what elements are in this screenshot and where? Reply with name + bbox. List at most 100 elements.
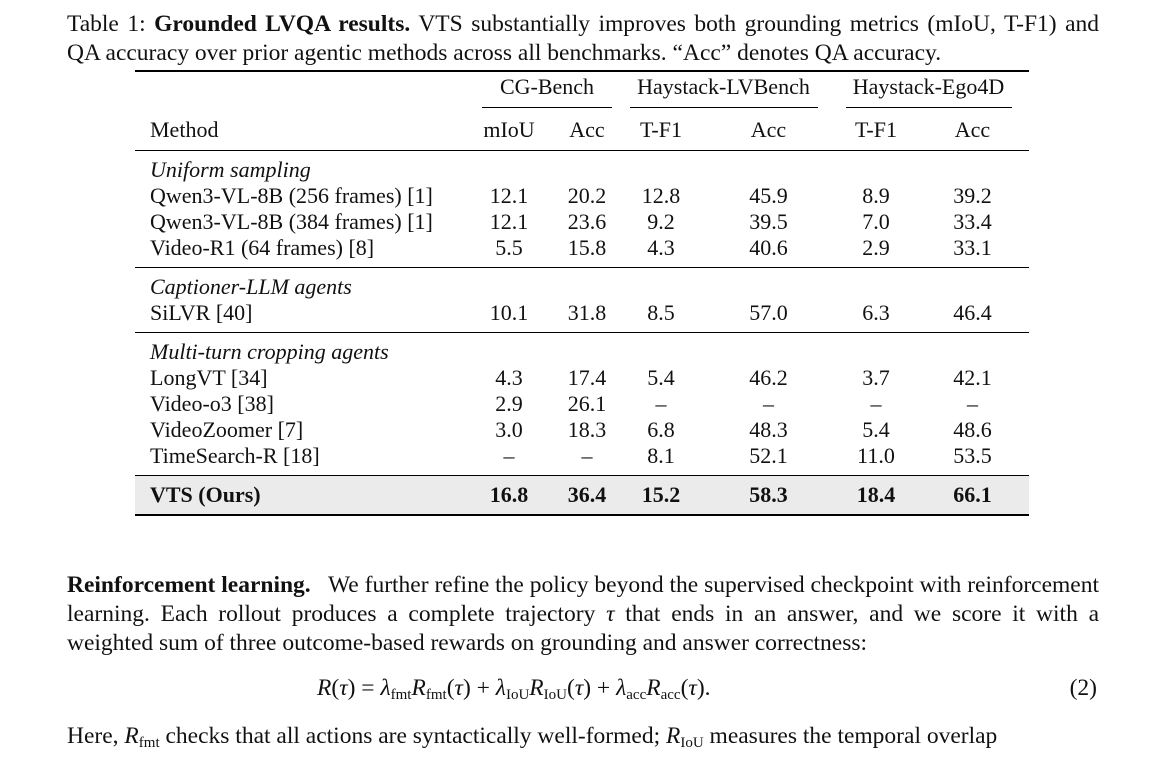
row-value: 45.9 xyxy=(749,183,788,208)
table-row: SiLVR [40] 10.1 31.8 8.5 57.0 6.3 46.4 xyxy=(135,300,1029,326)
table-row: Video-R1 (64 frames) [8] 5.5 15.8 4.3 40.6 2.… xyxy=(135,235,1029,261)
header-miou: mIoU xyxy=(465,110,553,151)
row-value: 5.5 xyxy=(495,235,523,260)
row-value: 8.9 xyxy=(862,183,890,208)
ours-value: 36.4 xyxy=(553,475,621,516)
equation-2: R(τ) = λfmtRfmt(τ) + λIoURIoU(τ) + λaccR… xyxy=(67,675,1099,705)
paragraph-text-2: that ends in an answer, and we score it … xyxy=(67,601,1099,656)
row-value: – xyxy=(581,443,593,468)
table-caption: Table 1: Grounded LVQA results. VTS subs… xyxy=(67,10,1099,68)
row-method: TimeSearch-R [18] xyxy=(150,443,320,468)
group-haystack-lvbench: Haystack-LVBench xyxy=(629,75,818,108)
group-cg-bench: CG-Bench xyxy=(482,75,612,108)
results-table: CG-Bench Haystack-LVBench Haystack-Ego4D… xyxy=(135,70,1029,516)
row-value: 15.8 xyxy=(567,235,607,260)
row-method: Qwen3-VL-8B (384 frames) [1] xyxy=(150,209,433,234)
paragraph-heading: Reinforcement learning. xyxy=(67,572,311,598)
row-value: 46.2 xyxy=(749,365,788,390)
row-value: 57.0 xyxy=(749,300,788,325)
row-value: 2.9 xyxy=(862,235,890,260)
row-value: 6.3 xyxy=(862,300,890,325)
table-row: Qwen3-VL-8B (256 frames) [1] 12.1 20.2 12.8… xyxy=(135,183,1029,209)
section-title: Uniform sampling xyxy=(150,157,311,182)
next-text-2: checks that all actions are syntacticall… xyxy=(165,723,661,749)
row-value: – xyxy=(763,391,774,416)
row-value: 2.9 xyxy=(495,391,523,416)
row-value: 20.2 xyxy=(567,183,607,208)
row-value: 5.4 xyxy=(647,365,675,390)
row-value: 53.5 xyxy=(953,443,992,468)
table-row: LongVT [34] 4.3 17.4 5.4 46.2 3.7 42.1 xyxy=(135,365,1029,391)
row-value: 4.3 xyxy=(495,365,523,390)
ours-row: VTS (Ours) 16.8 36.4 15.2 58.3 18.4 66.1 xyxy=(135,475,1029,516)
row-value: 39.5 xyxy=(749,209,788,234)
rl-paragraph: Reinforcement learning. We further refin… xyxy=(67,571,1099,658)
section-title: Captioner-LLM agents xyxy=(135,267,1029,300)
caption-title: Grounded LVQA results. xyxy=(154,11,411,37)
row-value: 17.4 xyxy=(567,365,607,390)
row-value: – xyxy=(503,443,515,468)
row-value: – xyxy=(967,391,978,416)
column-header-row: Method mIoU Acc T-F1 Acc T-F1 Acc xyxy=(135,110,1029,151)
header-method: Method xyxy=(135,110,465,151)
row-value: 4.3 xyxy=(647,235,675,260)
section-row: Captioner-LLM agents xyxy=(135,267,1029,300)
group-haystack-ego4d: Haystack-Ego4D xyxy=(845,75,1012,108)
row-value: 12.1 xyxy=(489,183,529,208)
row-value: – xyxy=(655,391,667,416)
ours-value: 16.8 xyxy=(465,475,553,516)
row-value: 33.4 xyxy=(953,209,992,234)
next-paragraph-line: Here, Rfmt checks that all actions are s… xyxy=(67,722,1099,758)
group-header-row: CG-Bench Haystack-LVBench Haystack-Ego4D xyxy=(135,72,1029,110)
row-value: 26.1 xyxy=(567,391,607,416)
row-value: 48.6 xyxy=(953,417,992,442)
row-value: 40.6 xyxy=(749,235,788,260)
header-acc: Acc xyxy=(916,110,1029,151)
row-method: Video-R1 (64 frames) [8] xyxy=(150,235,375,260)
table-row: TimeSearch-R [18] – – 8.1 52.1 11.0 53.5 xyxy=(135,443,1029,469)
row-value: 3.0 xyxy=(495,417,523,442)
row-value: 39.2 xyxy=(953,183,992,208)
ours-value: 18.4 xyxy=(836,475,916,516)
r-fmt-symbol: Rfmt xyxy=(124,723,160,751)
row-value: 3.7 xyxy=(862,365,890,390)
header-acc: Acc xyxy=(701,110,836,151)
row-value: 11.0 xyxy=(857,443,895,468)
row-value: 46.4 xyxy=(953,300,992,325)
row-value: 12.8 xyxy=(641,183,681,208)
row-value: 10.1 xyxy=(489,300,529,325)
header-tf1: T-F1 xyxy=(621,110,701,151)
row-value: 7.0 xyxy=(862,209,890,234)
row-value: 31.8 xyxy=(567,300,607,325)
row-method: Qwen3-VL-8B (256 frames) [1] xyxy=(150,183,433,208)
row-value: 42.1 xyxy=(953,365,992,390)
row-value: 18.3 xyxy=(567,417,607,442)
row-value: – xyxy=(870,391,882,416)
next-text-3: measures the temporal overlap xyxy=(709,723,998,749)
row-value: 52.1 xyxy=(749,443,788,468)
caption-label: Table 1: xyxy=(67,11,146,37)
header-acc: Acc xyxy=(553,110,621,151)
header-tf1: T-F1 xyxy=(836,110,916,151)
row-value: 12.1 xyxy=(489,209,529,234)
ours-value: 15.2 xyxy=(621,475,701,516)
row-value: 33.1 xyxy=(953,235,992,260)
row-value: 23.6 xyxy=(567,209,607,234)
paragraph-tau: τ xyxy=(606,601,615,627)
next-text-1: Here, xyxy=(67,723,119,749)
section-title: Multi-turn cropping agents xyxy=(135,332,1029,365)
row-method: SiLVR [40] xyxy=(150,300,253,325)
row-value: 48.3 xyxy=(749,417,788,442)
row-method: VideoZoomer [7] xyxy=(150,417,304,442)
paragraph-text-1: We further refine the policy beyond the … xyxy=(67,572,1100,627)
ours-value: 58.3 xyxy=(701,475,836,516)
table-row: Video-o3 [38] 2.9 26.1 – – – – xyxy=(135,391,1029,417)
row-value: 9.2 xyxy=(647,209,675,234)
ours-value: 66.1 xyxy=(916,475,1029,516)
caption-text: VTS substantially improves both groundin… xyxy=(67,11,1100,66)
row-method: Video-o3 [38] xyxy=(150,391,274,416)
table-row: VideoZoomer [7] 3.0 18.3 6.8 48.3 5.4 48.6 xyxy=(135,417,1029,443)
section-row: Multi-turn cropping agents xyxy=(135,332,1029,365)
equation-body: R(τ) = λfmtRfmt(τ) + λIoURIoU(τ) + λaccR… xyxy=(317,675,711,703)
row-value: 8.5 xyxy=(647,300,675,325)
